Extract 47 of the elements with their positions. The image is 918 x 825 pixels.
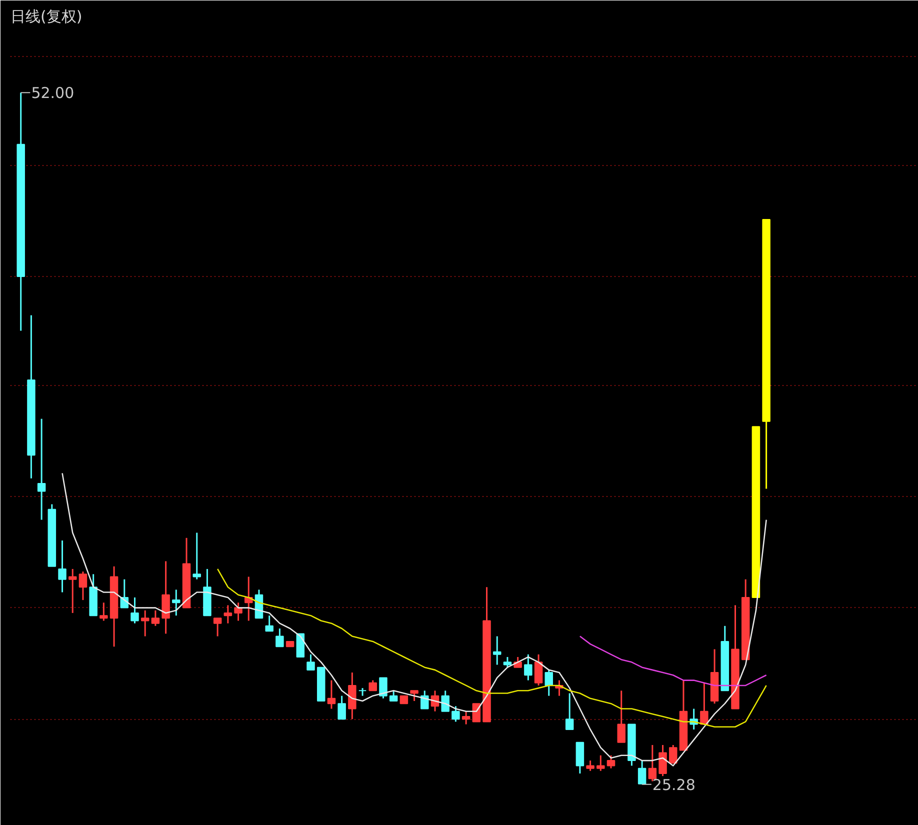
- candlestick: [524, 654, 532, 682]
- candlestick: [379, 676, 388, 700]
- annotation: 52.00: [31, 84, 74, 102]
- candlestick: [276, 628, 284, 648]
- chart-title: 日线(复权): [10, 8, 82, 26]
- candlestick: [492, 636, 502, 666]
- candlestick: [265, 614, 274, 632]
- candlestick: [441, 690, 450, 712]
- candlestick: [565, 692, 574, 730]
- candlestick: [544, 669, 554, 697]
- candlestick: [669, 744, 678, 764]
- candlestick: [462, 710, 470, 726]
- candlestick: [503, 656, 512, 668]
- candlestick: [306, 654, 315, 671]
- candlestick: [78, 570, 88, 601]
- candlestick: [130, 596, 139, 624]
- candlestick: [172, 588, 180, 616]
- candlestick: [452, 705, 460, 722]
- candlestick: [224, 604, 232, 624]
- candlestick: [192, 532, 201, 580]
- candlestick: [58, 540, 66, 594]
- candlestick: [338, 695, 346, 720]
- candlestick: [606, 754, 616, 770]
- candlestick: [213, 617, 222, 638]
- annotation: 25.28: [652, 776, 696, 794]
- candlestick: [140, 610, 150, 638]
- candlestick: [37, 418, 46, 521]
- candlestick: [151, 610, 160, 627]
- candlestick: [638, 760, 646, 786]
- candlestick: [162, 560, 170, 634]
- candlestick: [420, 690, 429, 710]
- candlestick: [596, 754, 605, 772]
- candlestick: [658, 744, 667, 777]
- candlestick: [327, 680, 336, 710]
- candlestick: [68, 568, 77, 614]
- candlestick: [368, 680, 377, 692]
- candlestick: [348, 672, 356, 720]
- candlestick: [576, 742, 584, 774]
- candlestick: [410, 690, 418, 702]
- candlestick: [100, 602, 108, 622]
- candlestick: [700, 682, 708, 726]
- candlestick: [586, 760, 594, 772]
- candlestick: [296, 633, 305, 658]
- candlestick: [389, 690, 398, 702]
- candlestick: [617, 690, 626, 744]
- candlestick: [534, 654, 543, 686]
- candlestick: [234, 602, 242, 622]
